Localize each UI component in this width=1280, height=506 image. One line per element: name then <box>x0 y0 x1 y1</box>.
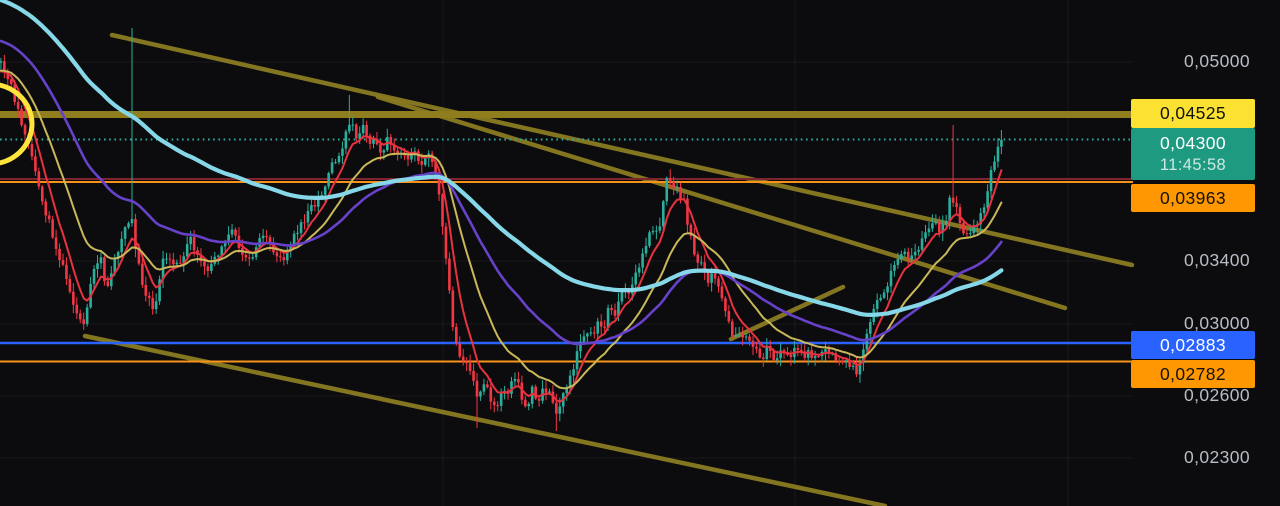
ma-slowest-cyan <box>0 0 1004 317</box>
trendline-channel-bottom[interactable] <box>82 333 888 506</box>
yellow-circle[interactable] <box>0 82 35 166</box>
trendline-channel-mid[interactable] <box>375 94 1068 311</box>
level-resistance-band-04525[interactable] <box>0 111 1133 118</box>
trendline-channel-top[interactable] <box>109 32 1135 268</box>
ma-mid-yellow <box>0 69 1003 390</box>
ma-fast-red <box>0 70 1003 403</box>
ma-slow-purple <box>0 39 1003 346</box>
